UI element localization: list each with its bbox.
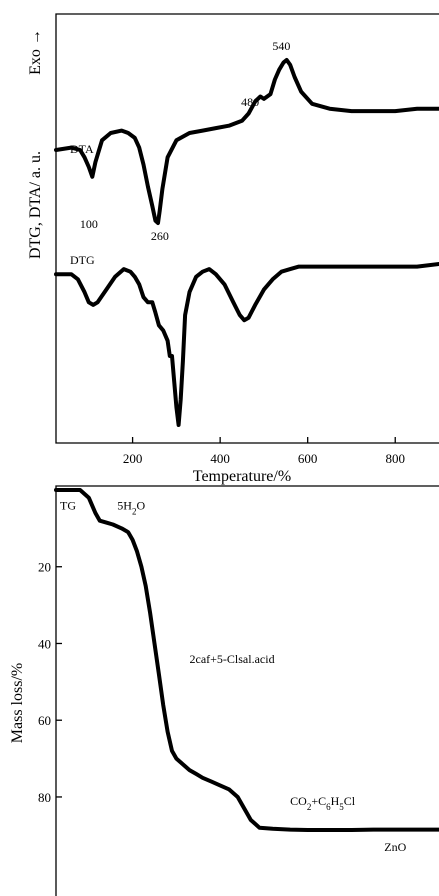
dtg-series-label: DTG (70, 253, 95, 267)
curves-layer (54, 58, 439, 832)
bottom-y-axis-title: Mass loss/% (9, 663, 26, 743)
tg-annotation-tg: TG (60, 499, 76, 513)
dta-peak-label-100: 100 (80, 217, 98, 231)
tg-annotation-5h2o: 5H2O (117, 499, 145, 517)
tg-annotation-zno: ZnO (384, 840, 406, 854)
dta-peak-label-480: 480 (241, 95, 259, 109)
dta-peak-label-540: 540 (272, 39, 290, 53)
top-y-axis-exo-label: Exo → (27, 29, 44, 75)
top-x-axis-title: Temperature/% (193, 468, 291, 485)
tg-curve (54, 488, 439, 832)
y-tick-label: 20 (38, 560, 51, 575)
dta-curve (54, 58, 439, 225)
y-tick-label: 80 (38, 790, 51, 805)
x-tick-label: 600 (298, 451, 318, 466)
x-tick-label: 800 (385, 451, 405, 466)
top-x-axis-ticks: 200 400 600 800 (123, 437, 405, 466)
tg-annotation-2caf-5-clsal-acid: 2caf+5-Clsal.acid (190, 652, 275, 666)
dta-series-label: DTA (70, 142, 94, 156)
top-panel-frame (55, 13, 439, 444)
bottom-panel-frame (55, 485, 439, 896)
dtg-curve (54, 262, 439, 427)
x-tick-label: 400 (210, 451, 230, 466)
y-tick-label: 40 (38, 636, 51, 651)
tg-annotation-co2-c6h5cl: CO2+C6H5Cl (290, 794, 356, 812)
dta-peak-label-260: 260 (151, 229, 169, 243)
bottom-y-axis-ticks: 20 40 60 80 (38, 560, 62, 805)
x-tick-label: 200 (123, 451, 143, 466)
y-tick-label: 60 (38, 713, 51, 728)
annotations-layer: DTA DTG 100 260 480 540 TG 5H2O 2caf+5-Clsal.aci… (60, 39, 407, 854)
top-y-axis-title: DTG, DTA/ a. u. (27, 151, 44, 259)
